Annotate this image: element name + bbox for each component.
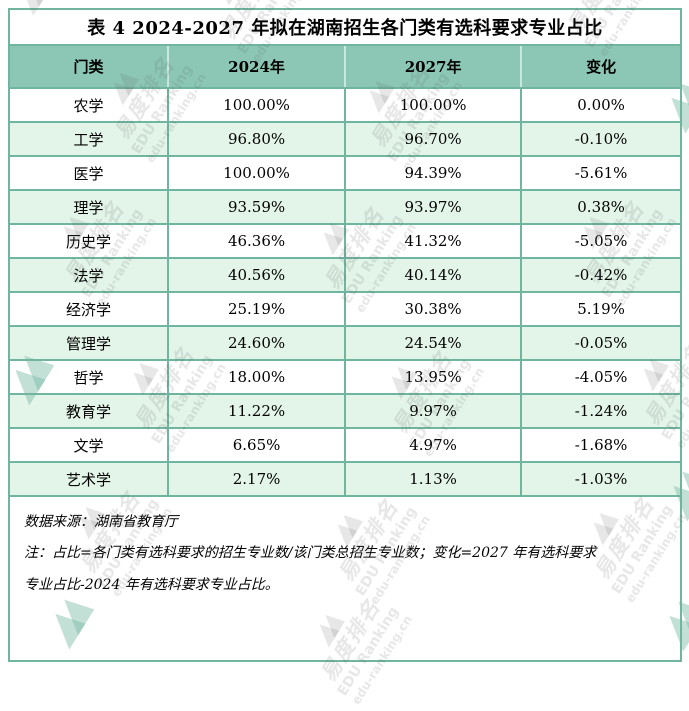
category-cell: 法学 [10, 257, 170, 293]
column-header: 变化 [521, 46, 680, 89]
table-footer: 数据来源：湖南省教育厅 注：占比=各门类有选科要求的招生专业数/该门类总招生专业… [10, 497, 680, 601]
footnote-line: 注：占比=各门类有选科要求的招生专业数/该门类总招生专业数；变化=2027 年有… [24, 545, 597, 561]
brand-chevron-icon: ▲▲ [210, 0, 246, 9]
value-cell: 46.36% [167, 223, 346, 259]
header-row: 门类 2024年 2027年 变化 [10, 46, 680, 89]
value-cell: 30.38% [343, 291, 523, 327]
value-cell: 1.13% [343, 461, 523, 497]
value-cell: 24.60% [167, 325, 346, 361]
category-cell: 教育学 [10, 393, 170, 429]
table-row: 管理学 24.60% 24.54% -0.05% [10, 325, 680, 361]
data-source: 数据来源：湖南省教育厅 [24, 514, 178, 530]
category-cell: 历史学 [10, 223, 170, 259]
value-cell: 100.00% [167, 87, 346, 123]
value-cell: 40.14% [343, 257, 523, 293]
table-frame: 表 4 2024-2027 年拟在湖南招生各门类有选科要求专业占比 门类 2024… [8, 8, 682, 662]
value-cell: 5.19% [520, 291, 680, 327]
table-row: 历史学 46.36% 41.32% -5.05% [10, 223, 680, 259]
value-cell: 94.39% [343, 155, 523, 191]
table-body: 农学 100.00% 100.00% 0.00% 工学 96.80% 96.70% -0.10… [10, 87, 680, 497]
table-row: 哲学 18.00% 13.95% -4.05% [10, 359, 680, 395]
column-header: 2027年 [344, 46, 523, 89]
category-cell: 农学 [10, 87, 170, 123]
value-cell: 2.17% [167, 461, 346, 497]
value-cell: -1.03% [520, 461, 680, 497]
table-row: 工学 96.80% 96.70% -0.10% [10, 121, 680, 157]
value-cell: 25.19% [167, 291, 346, 327]
value-cell: -5.61% [520, 155, 680, 191]
value-cell: 11.22% [167, 393, 346, 429]
table-row: 法学 40.56% 40.14% -0.42% [10, 257, 680, 293]
table-title: 表 4 2024-2027 年拟在湖南招生各门类有选科要求专业占比 [10, 10, 680, 46]
value-cell: 0.00% [520, 87, 680, 123]
column-header: 门类 [10, 46, 170, 89]
value-cell: 6.65% [167, 427, 346, 463]
value-cell: -0.05% [520, 325, 680, 361]
category-cell: 工学 [10, 121, 170, 157]
value-cell: 96.70% [343, 121, 523, 157]
brand-chevron-icon: ▲▲ [557, 0, 593, 3]
category-cell: 医学 [10, 155, 170, 191]
category-cell: 管理学 [10, 325, 170, 361]
category-cell: 艺术学 [10, 461, 170, 497]
footnote-line: 专业占比-2024 年有选科要求专业占比。 [24, 577, 279, 593]
value-cell: -1.24% [520, 393, 680, 429]
data-table: 门类 2024年 2027年 变化 农学 100.00% 100.00% 0.00% 工学 96… [10, 46, 680, 497]
category-cell: 理学 [10, 189, 170, 225]
value-cell: 96.80% [167, 121, 346, 157]
table-row: 理学 93.59% 93.97% 0.38% [10, 189, 680, 225]
table-row: 医学 100.00% 94.39% -5.61% [10, 155, 680, 191]
value-cell: -0.10% [520, 121, 680, 157]
value-cell: 18.00% [167, 359, 346, 395]
category-cell: 哲学 [10, 359, 170, 395]
value-cell: -5.05% [520, 223, 680, 259]
value-cell: 24.54% [343, 325, 523, 361]
value-cell: 93.59% [167, 189, 346, 225]
value-cell: -0.42% [520, 257, 680, 293]
value-cell: 13.95% [343, 359, 523, 395]
table-row: 农学 100.00% 100.00% 0.00% [10, 87, 680, 123]
table-row: 经济学 25.19% 30.38% 5.19% [10, 291, 680, 327]
value-cell: 100.00% [343, 87, 523, 123]
value-cell: 41.32% [343, 223, 523, 259]
value-cell: 9.97% [343, 393, 523, 429]
value-cell: 40.56% [167, 257, 346, 293]
value-cell: 93.97% [343, 189, 523, 225]
table-row: 文学 6.65% 4.97% -1.68% [10, 427, 680, 463]
category-cell: 经济学 [10, 291, 170, 327]
table-row: 教育学 11.22% 9.97% -1.24% [10, 393, 680, 429]
category-cell: 文学 [10, 427, 170, 463]
value-cell: 0.38% [520, 189, 680, 225]
value-cell: -4.05% [520, 359, 680, 395]
value-cell: 4.97% [343, 427, 523, 463]
value-cell: -1.68% [520, 427, 680, 463]
footnote: 注：占比=各门类有选科要求的招生专业数/该门类总招生专业数；变化=2027 年有… [24, 537, 666, 601]
value-cell: 100.00% [167, 155, 346, 191]
column-header: 2024年 [168, 46, 346, 89]
table-row: 艺术学 2.17% 1.13% -1.03% [10, 461, 680, 497]
